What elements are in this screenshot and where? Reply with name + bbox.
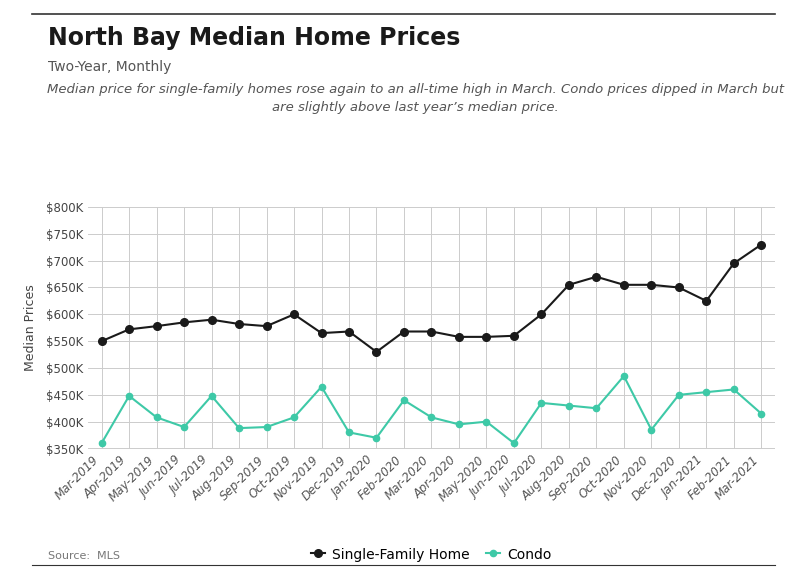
Line: Single-Family Home: Single-Family Home	[97, 241, 765, 356]
Condo	[509, 440, 519, 447]
Condo	[289, 414, 299, 421]
Single-Family Home	[646, 281, 656, 288]
Single-Family Home	[427, 328, 436, 335]
Text: Two-Year, Monthly: Two-Year, Monthly	[48, 60, 171, 74]
Line: Condo: Condo	[98, 373, 765, 446]
Single-Family Home	[454, 334, 463, 340]
Condo	[97, 440, 106, 447]
Condo	[591, 405, 601, 412]
Condo	[537, 400, 547, 407]
Condo	[646, 426, 656, 433]
Text: North Bay Median Home Prices: North Bay Median Home Prices	[48, 26, 460, 50]
Legend: Single-Family Home, Condo: Single-Family Home, Condo	[306, 542, 557, 567]
Condo	[234, 425, 244, 432]
Single-Family Home	[537, 311, 547, 318]
Single-Family Home	[372, 348, 381, 355]
Single-Family Home	[400, 328, 409, 335]
Single-Family Home	[125, 326, 134, 333]
Single-Family Home	[674, 284, 684, 291]
Condo	[729, 386, 738, 393]
Y-axis label: Median Prices: Median Prices	[24, 285, 38, 371]
Condo	[564, 402, 574, 409]
Condo	[372, 434, 381, 441]
Condo	[125, 393, 134, 400]
Condo	[454, 421, 463, 428]
Condo	[316, 384, 326, 390]
Condo	[262, 424, 272, 431]
Single-Family Home	[757, 241, 766, 248]
Condo	[344, 429, 354, 436]
Condo	[152, 414, 161, 421]
Condo	[400, 397, 409, 404]
Condo	[674, 392, 684, 398]
Text: Source:  MLS: Source: MLS	[48, 551, 120, 561]
Condo	[482, 418, 491, 425]
Single-Family Home	[179, 319, 189, 326]
Single-Family Home	[152, 323, 161, 329]
Single-Family Home	[591, 273, 601, 280]
Condo	[427, 414, 436, 421]
Condo	[179, 424, 189, 431]
Single-Family Home	[564, 281, 574, 288]
Single-Family Home	[619, 281, 629, 288]
Single-Family Home	[344, 328, 354, 335]
Single-Family Home	[702, 297, 711, 304]
Single-Family Home	[289, 311, 299, 318]
Single-Family Home	[234, 320, 244, 327]
Single-Family Home	[262, 323, 272, 329]
Single-Family Home	[97, 338, 106, 344]
Condo	[207, 393, 217, 400]
Single-Family Home	[482, 334, 491, 340]
Text: Median price for single-family homes rose again to an all-time high in March. Co: Median price for single-family homes ros…	[47, 83, 784, 114]
Single-Family Home	[509, 332, 519, 339]
Condo	[702, 389, 711, 396]
Single-Family Home	[316, 329, 326, 336]
Single-Family Home	[729, 260, 738, 267]
Single-Family Home	[207, 316, 217, 323]
Condo	[619, 373, 629, 380]
Condo	[757, 410, 766, 417]
